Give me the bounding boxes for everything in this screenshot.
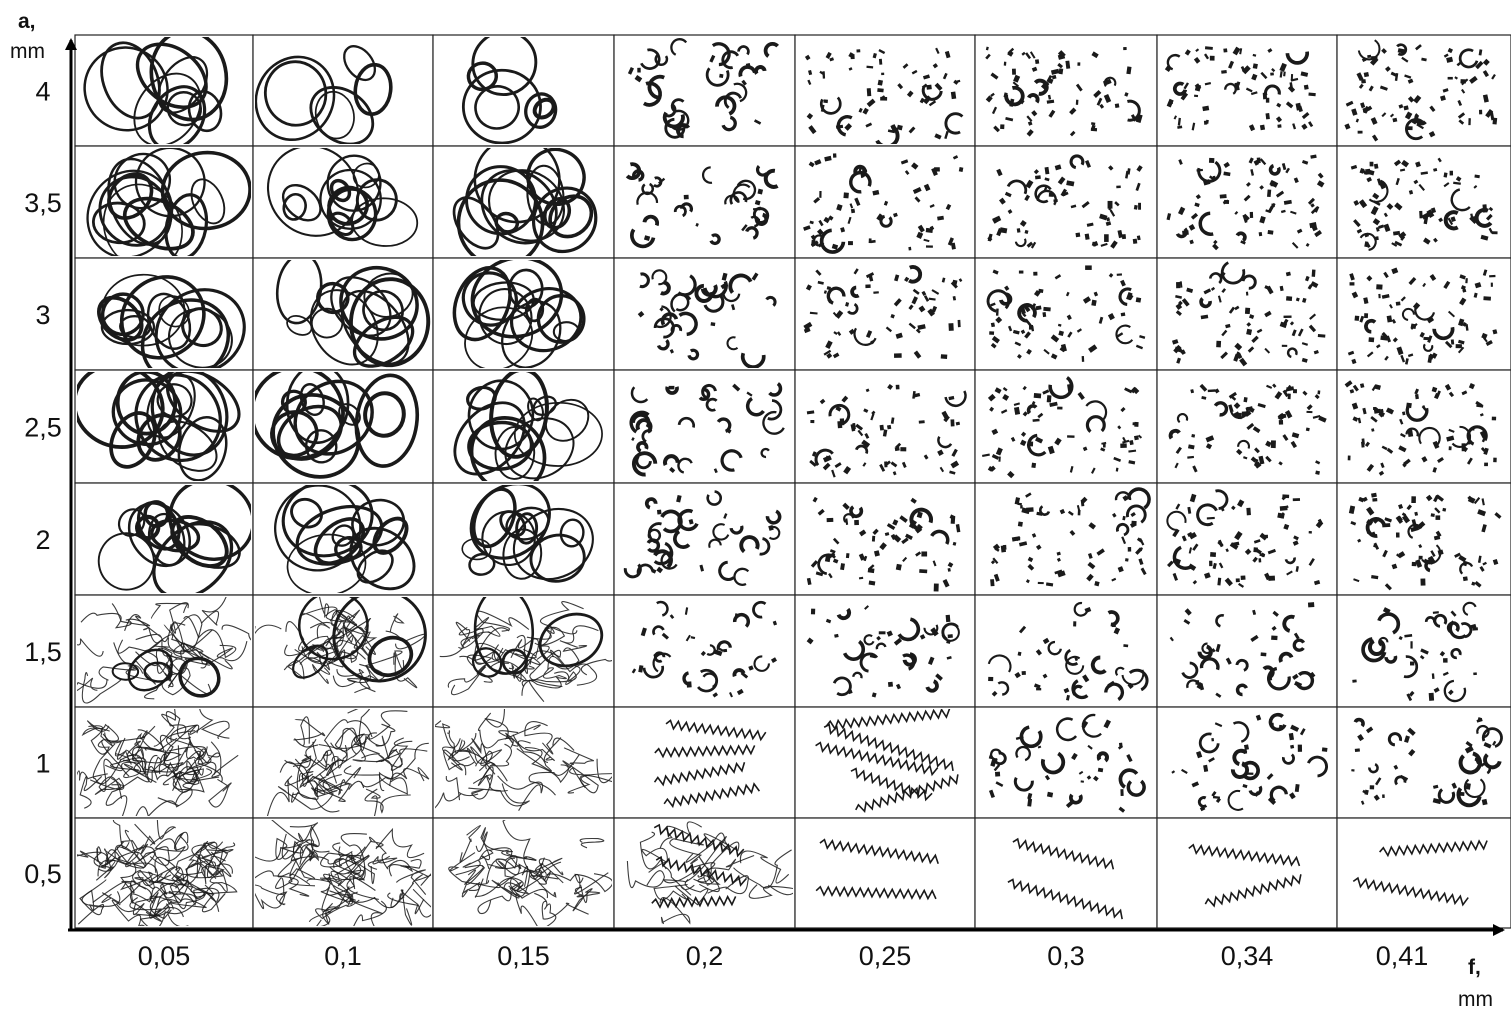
chip-photo-cell <box>432 257 615 371</box>
chip-photo-cell <box>252 34 434 147</box>
chip-photo-cell <box>432 594 615 708</box>
chip-photo-cell <box>974 482 1158 596</box>
chip-photo-cell <box>974 369 1158 484</box>
y-tick-labels: 4 3,5 3 2,5 2 1,5 1 0,5 <box>24 77 62 890</box>
chip-photo-cell <box>252 145 434 259</box>
chip-photo-cell <box>1336 369 1511 484</box>
y-tick-label: 1 <box>35 749 50 779</box>
chip-photo-cell <box>432 817 615 929</box>
x-tick-label: 0,1 <box>324 941 362 971</box>
chip-photo-cell <box>1336 594 1511 708</box>
y-tick-label: 2 <box>35 525 50 555</box>
chip-photo-cell <box>974 257 1158 371</box>
chip-photo-cell <box>74 369 254 484</box>
x-tick-label: 0,15 <box>497 941 550 971</box>
chip-photo-cell <box>613 369 796 484</box>
chip-photo-cell <box>974 34 1158 147</box>
chip-photo-cell <box>794 34 976 147</box>
y-axis-unit: mm <box>10 40 45 63</box>
chip-photo-cell <box>252 257 434 371</box>
chip-photo-cell <box>1336 34 1511 147</box>
chip-photo-cell <box>794 369 976 484</box>
x-tick-label: 0,41 <box>1376 941 1429 971</box>
chip-photo-cell <box>1156 482 1338 596</box>
chip-photo-cell <box>613 594 796 708</box>
chip-photo-cell <box>74 145 254 259</box>
x-tick-label: 0,05 <box>138 941 191 971</box>
y-tick-label: 0,5 <box>24 859 62 889</box>
chip-photo-cell <box>1156 594 1338 708</box>
chip-photo-cell <box>794 482 976 596</box>
chip-photo-cell <box>974 594 1158 708</box>
chip-photo-cell <box>252 482 434 596</box>
x-tick-labels: 0,05 0,1 0,15 0,2 0,25 0,3 0,34 0,41 <box>138 941 1429 971</box>
chip-photo-cell <box>794 257 976 371</box>
chip-photo-cell <box>613 817 796 929</box>
chip-photo-cell <box>794 145 976 259</box>
chip-photo-cell <box>432 34 615 147</box>
y-tick-label: 4 <box>35 77 50 107</box>
chip-photo-cell <box>1336 145 1511 259</box>
chip-photo-cell <box>432 145 615 259</box>
chip-photo-cell <box>613 706 796 819</box>
chip-photo-cell <box>613 34 796 147</box>
y-tick-label: 3 <box>35 300 50 330</box>
chip-photo-cell <box>252 817 434 929</box>
chip-photo-cell <box>974 706 1158 819</box>
chip-photo-cell <box>1156 369 1338 484</box>
chip-photo-cell <box>1156 706 1338 819</box>
x-axis-unit: mm <box>1458 988 1493 1011</box>
chip-photo-cell <box>74 482 254 596</box>
y-axis-name: a, <box>18 10 36 33</box>
y-tick-label: 1,5 <box>24 637 62 667</box>
chip-photo-cell <box>74 706 254 819</box>
chip-photo-cell <box>974 817 1158 929</box>
chip-photo-cell <box>432 706 615 819</box>
chip-photo-cell <box>74 34 254 147</box>
chip-photo-cell <box>1336 706 1511 819</box>
chip-photo-cell <box>432 369 615 484</box>
chip-photo-cell <box>252 369 434 484</box>
chip-photo-cell <box>794 817 976 929</box>
chip-photo-cell <box>74 594 254 708</box>
chip-photo-cell <box>974 145 1158 259</box>
chip-photo-cell <box>794 706 976 819</box>
chip-photo-cell <box>1336 817 1511 929</box>
chip-photo-cell <box>1156 817 1338 929</box>
chip-photo-cell <box>252 706 434 819</box>
chip-photo-cell <box>1156 34 1338 147</box>
chip-photo-cell <box>74 817 254 929</box>
x-tick-label: 0,34 <box>1221 941 1274 971</box>
chip-photo-grid <box>74 34 1511 929</box>
x-tick-label: 0,3 <box>1047 941 1085 971</box>
chip-photo-cell <box>613 482 796 596</box>
x-tick-label: 0,25 <box>859 941 912 971</box>
chip-photo-cell <box>252 594 434 708</box>
x-tick-label: 0,2 <box>686 941 724 971</box>
chip-photo-cell <box>794 594 976 708</box>
chip-photo-cell <box>1336 482 1511 596</box>
chip-photo-cell <box>1156 257 1338 371</box>
chip-photo-cell <box>432 482 615 596</box>
x-axis-name: f, <box>1468 956 1481 979</box>
chip-photo-cell <box>74 257 254 371</box>
chip-photo-cell <box>1156 145 1338 259</box>
y-tick-label: 2,5 <box>24 413 62 443</box>
chip-photo-cell <box>613 145 796 259</box>
chip-photo-cell <box>613 257 796 371</box>
y-tick-label: 3,5 <box>24 188 62 218</box>
chip-photo-cell <box>1336 257 1511 371</box>
